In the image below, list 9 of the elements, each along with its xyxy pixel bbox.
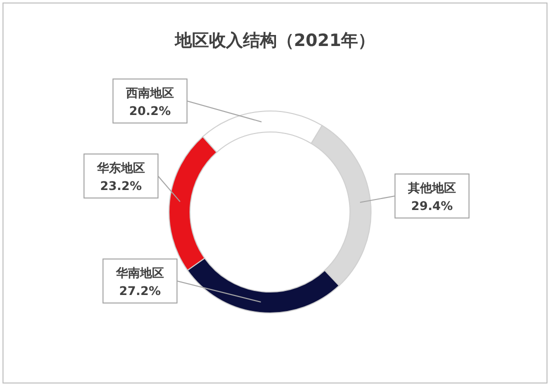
slice-label: 其他地区 — [407, 181, 456, 195]
data-label: 23.2% — [100, 179, 142, 193]
data-label: 27.2% — [119, 284, 161, 298]
data-label: 29.4% — [411, 199, 453, 213]
slice-label: 西南地区 — [125, 86, 174, 100]
chart-title: 地区收入结构（2021年） — [174, 31, 376, 51]
slice-label: 华南地区 — [115, 266, 164, 280]
data-label: 20.2% — [129, 104, 171, 118]
slice-label: 华东地区 — [96, 161, 145, 175]
